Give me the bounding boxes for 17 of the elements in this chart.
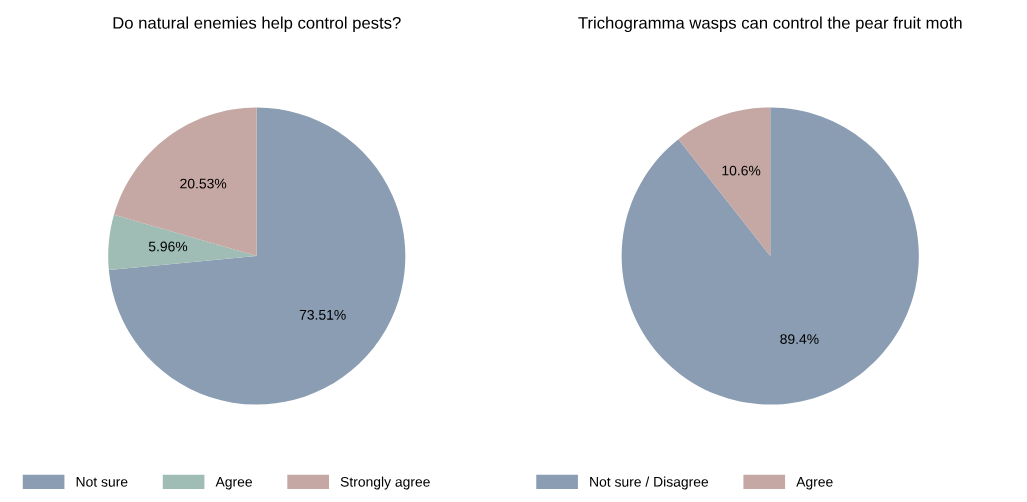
- legend-label: Agree: [796, 477, 833, 490]
- pie-slice: [113, 107, 257, 257]
- legend-label: Not sure / Disagree: [590, 476, 709, 490]
- data-label: 20.53%: [180, 178, 227, 189]
- data-label: 73.51%: [299, 309, 346, 320]
- pie-slice: [621, 107, 919, 405]
- chart-title: Do natural enemies help control pests?: [113, 16, 401, 33]
- data-label: 5.96%: [148, 241, 188, 252]
- legend-label: Agree: [215, 477, 252, 490]
- data-label: 89.4%: [780, 334, 819, 345]
- pie-slice: [678, 107, 771, 257]
- data-label: 10.6%: [722, 165, 761, 176]
- chart-title: Trichogramma wasps can control the pear fruit moth: [578, 16, 962, 33]
- legend-label: Strongly agree: [340, 476, 430, 490]
- pie-slice: [108, 107, 406, 405]
- pie-slice: [108, 214, 257, 270]
- legend-label: Not sure: [76, 477, 128, 487]
